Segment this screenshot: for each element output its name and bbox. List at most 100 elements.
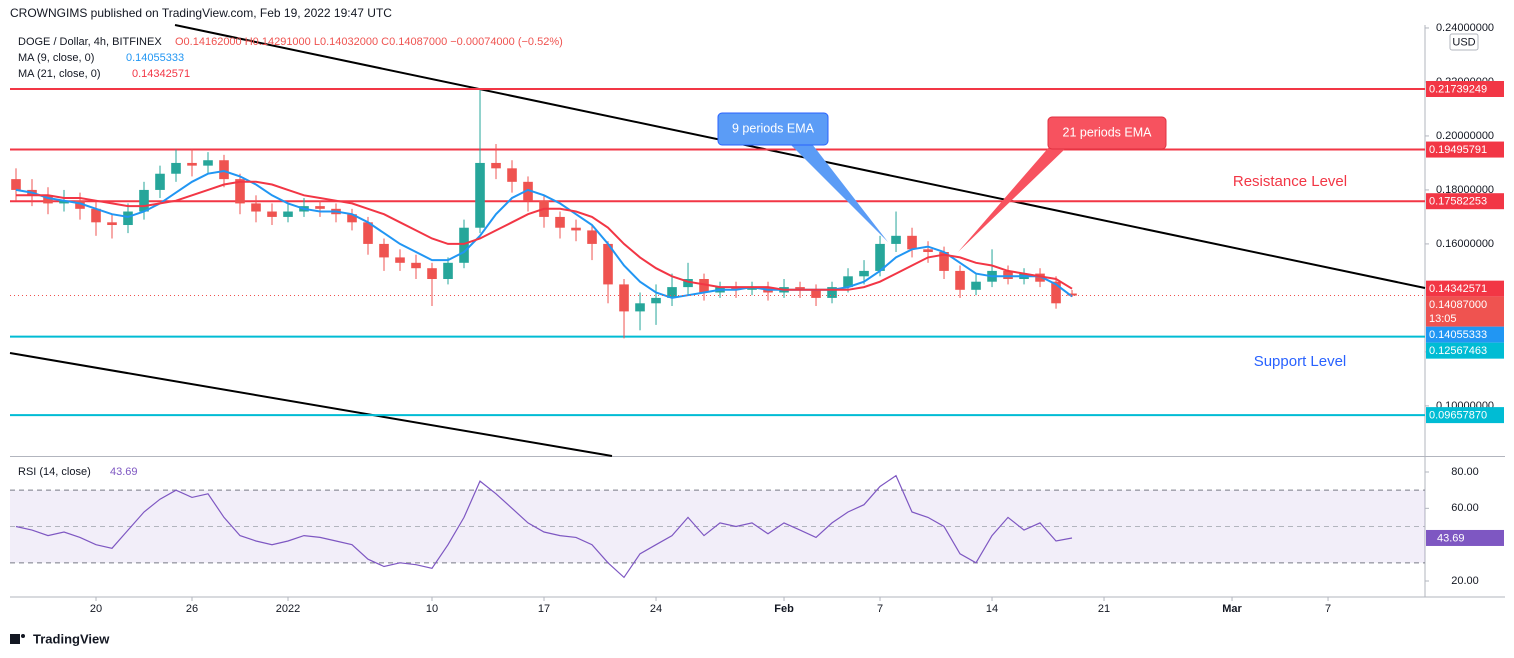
price-tag-label: 0.14342571 <box>1429 283 1487 295</box>
callout-box <box>717 112 829 146</box>
candle-body <box>267 211 277 217</box>
resistance-label: Resistance Level <box>1233 173 1347 190</box>
logo-mark <box>10 634 20 644</box>
callout-text: 9 periods EMA <box>732 121 815 135</box>
candle-body <box>619 284 629 312</box>
candle-body <box>235 179 245 204</box>
candle-body <box>219 160 229 180</box>
candle-body <box>507 168 517 182</box>
price-tag-label: 0.14087000 <box>1429 299 1487 311</box>
candle-body <box>1067 293 1077 296</box>
candle-body <box>747 287 757 290</box>
price-tag <box>1426 326 1504 343</box>
price-tag-label: 0.19495791 <box>1429 144 1487 156</box>
candle-body <box>347 214 357 223</box>
callout-pointer <box>958 146 1066 252</box>
countdown: 13:05 <box>1429 313 1457 325</box>
candle-body <box>283 211 293 217</box>
candle-body <box>107 222 117 226</box>
candle-body <box>907 235 917 250</box>
callout-text: 21 periods EMA <box>1063 125 1153 139</box>
candle-body <box>187 162 197 166</box>
y-tick-label: 80.00 <box>1451 466 1479 478</box>
x-tick-label: 10 <box>426 603 438 615</box>
x-tick-label: Mar <box>1222 603 1242 615</box>
x-tick-label: 17 <box>538 603 550 615</box>
candle-body <box>955 270 965 290</box>
candle-body <box>523 181 533 201</box>
candle-body <box>315 206 325 209</box>
y-tick-label: 20.00 <box>1451 575 1479 587</box>
candle-body <box>171 162 181 174</box>
x-tick-label: Feb <box>774 603 794 615</box>
ma-legend: MA (21, close, 0) <box>18 68 101 80</box>
moving-average <box>16 180 1073 291</box>
candle-body <box>1003 270 1013 280</box>
callout-box <box>1047 116 1167 150</box>
rsi-legend: RSI (14, close) <box>18 466 91 478</box>
candle-body <box>123 211 133 226</box>
candle-body <box>651 297 661 304</box>
price-tag-label: 0.09657870 <box>1429 410 1487 422</box>
price-pane: 0.240000000.220000000.200000000.18000000… <box>10 22 1504 615</box>
x-tick-label: 26 <box>186 603 198 615</box>
candle-body <box>667 287 677 298</box>
candle-body <box>139 189 149 212</box>
y-tick-label: 0.20000000 <box>1436 130 1494 142</box>
candle-body <box>939 252 949 271</box>
price-tag <box>1426 529 1504 546</box>
candle-body <box>459 227 469 263</box>
rsi-pane: 80.00 60.00 20.00 43.69 <box>10 466 1504 587</box>
ma-legend-value: 0.14342571 <box>132 68 190 80</box>
candle-body <box>203 160 213 166</box>
candle-body <box>443 262 453 280</box>
candle-body <box>427 268 437 280</box>
publisher: CROWNGIMS published on TradingView.com, … <box>10 6 392 20</box>
support-label: Support Level <box>1254 353 1347 370</box>
trendline <box>9 352 613 457</box>
price-tag-label: 43.69 <box>1437 532 1465 544</box>
x-tick-label: 24 <box>650 603 662 615</box>
x-tick-label: 20 <box>90 603 102 615</box>
candle-body <box>251 203 261 212</box>
rsi-band <box>10 490 1425 563</box>
candle-body <box>59 200 69 204</box>
x-tick-label: 21 <box>1098 603 1110 615</box>
candle-body <box>11 179 21 190</box>
logo-mark <box>21 634 25 638</box>
currency-box[interactable] <box>1449 33 1479 51</box>
candle-body <box>859 270 869 277</box>
candle-body <box>971 281 981 290</box>
price-tag-label: 0.17582253 <box>1429 196 1487 208</box>
y-tick-label: 0.18000000 <box>1436 184 1494 196</box>
moving-average <box>15 169 1073 299</box>
candle-body <box>891 235 901 244</box>
candle-body <box>395 257 405 263</box>
candle-body <box>363 222 373 244</box>
candle-body <box>683 279 693 288</box>
candle-body <box>699 279 709 293</box>
candle-body <box>923 249 933 253</box>
candle-body <box>75 200 85 209</box>
price-tag <box>1426 296 1504 327</box>
candle-body <box>571 227 581 231</box>
candle-body <box>155 173 165 190</box>
candle-body <box>555 216 565 228</box>
price-tag <box>1426 342 1504 359</box>
price-tag <box>1426 193 1504 210</box>
y-tick-label: 0.16000000 <box>1436 238 1494 250</box>
price-tag-label: 0.14055333 <box>1429 329 1487 341</box>
ma-legend-value: 0.14055333 <box>126 52 184 64</box>
x-tick-label: 7 <box>1325 603 1331 615</box>
candle-body <box>603 243 613 285</box>
candle-body <box>491 162 501 169</box>
price-tag-label: 0.12567463 <box>1429 345 1487 357</box>
candle-body <box>475 162 485 228</box>
price-tag <box>1426 141 1504 158</box>
candle-body <box>827 287 837 298</box>
candle-body <box>43 195 53 204</box>
symbol: DOGE / Dollar, 4h, BITFINEX <box>18 36 162 48</box>
